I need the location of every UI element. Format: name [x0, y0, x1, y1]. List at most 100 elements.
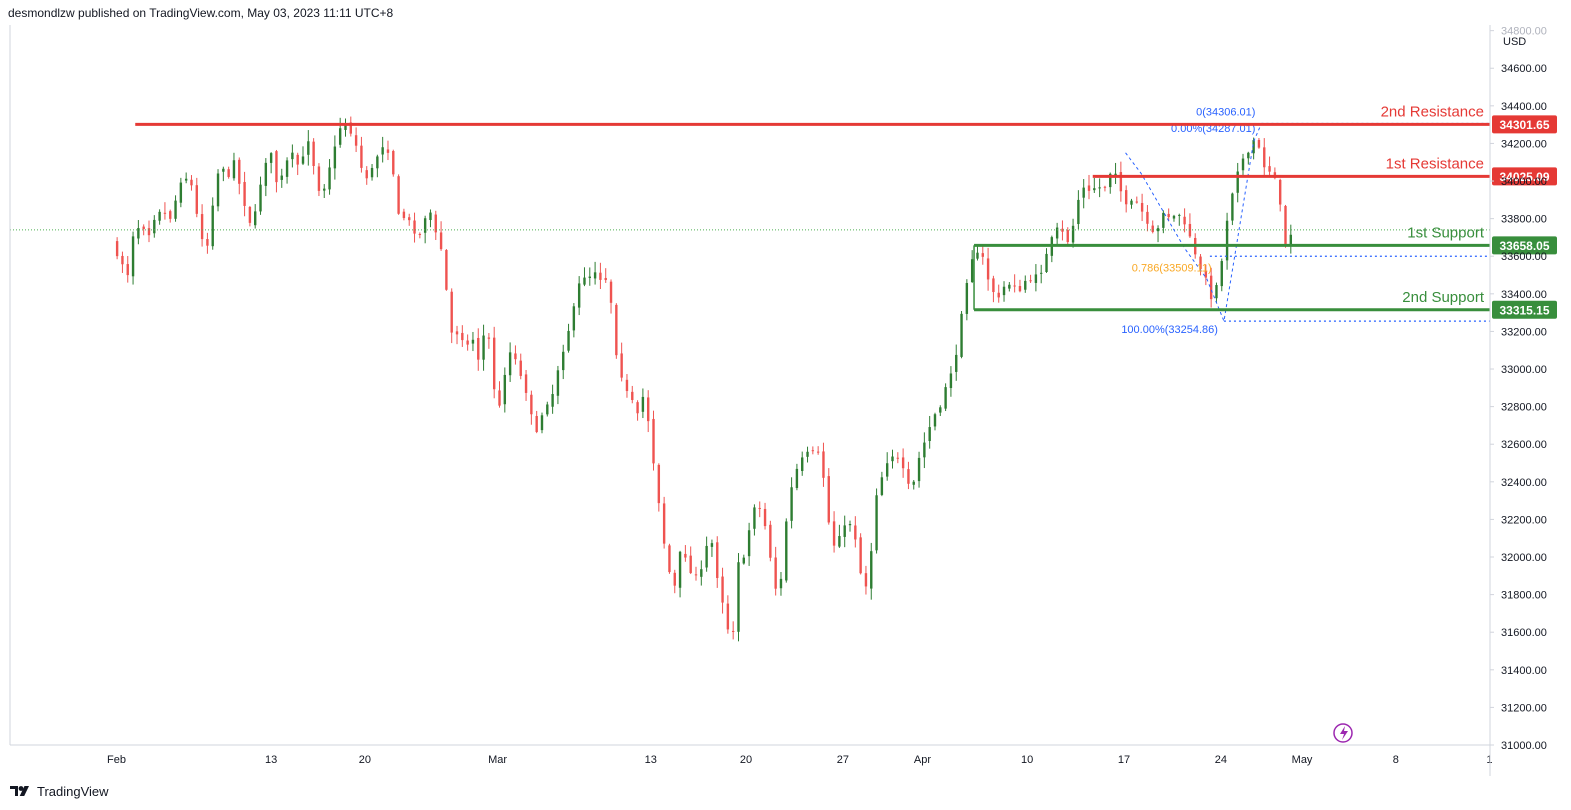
- candle-body[interactable]: [615, 304, 618, 356]
- candle-body[interactable]: [477, 337, 480, 360]
- candle-body[interactable]: [1252, 140, 1255, 154]
- candle-body[interactable]: [769, 524, 772, 558]
- candle-body[interactable]: [126, 264, 129, 276]
- candle-body[interactable]: [147, 228, 151, 236]
- candle-body[interactable]: [593, 272, 597, 279]
- candle-body[interactable]: [976, 252, 979, 259]
- candle-body[interactable]: [1140, 202, 1144, 212]
- candle-body[interactable]: [1231, 193, 1234, 221]
- candle-body[interactable]: [1151, 225, 1154, 232]
- candle-body[interactable]: [238, 159, 241, 184]
- candle-body[interactable]: [1061, 228, 1064, 232]
- candle-body[interactable]: [832, 521, 836, 546]
- candle-body[interactable]: [471, 339, 475, 344]
- candle-body[interactable]: [577, 283, 581, 308]
- candle-body[interactable]: [1220, 261, 1223, 287]
- candle-body[interactable]: [1204, 270, 1208, 278]
- candle-body[interactable]: [227, 169, 230, 177]
- candlestick-chart[interactable]: 0(34306.01) 0.00%(34287.01) 0.786(33509.11…: [0, 0, 1571, 776]
- candle-body[interactable]: [689, 555, 692, 573]
- candle-body[interactable]: [551, 394, 554, 407]
- candle-body[interactable]: [1119, 172, 1123, 192]
- candle-body[interactable]: [928, 427, 931, 442]
- candle-body[interactable]: [439, 232, 443, 250]
- candle-body[interactable]: [1135, 201, 1138, 203]
- candle-body[interactable]: [960, 313, 963, 357]
- candle-body[interactable]: [970, 259, 974, 283]
- candle-body[interactable]: [684, 553, 687, 558]
- candle-body[interactable]: [758, 507, 761, 509]
- candle-body[interactable]: [259, 184, 262, 212]
- candle-body[interactable]: [461, 332, 464, 341]
- candle-body[interactable]: [179, 182, 183, 203]
- candle-body[interactable]: [275, 151, 278, 183]
- candle-body[interactable]: [466, 340, 469, 345]
- candle-body[interactable]: [795, 468, 799, 488]
- candle-body[interactable]: [1278, 179, 1282, 205]
- candle-body[interactable]: [482, 335, 485, 360]
- candle-body[interactable]: [731, 630, 735, 632]
- candle-body[interactable]: [142, 226, 145, 230]
- candle-body[interactable]: [774, 557, 777, 589]
- candle-body[interactable]: [880, 477, 884, 495]
- candle-body[interactable]: [222, 168, 225, 172]
- candle-body[interactable]: [620, 353, 623, 378]
- candle-body[interactable]: [254, 211, 257, 226]
- candle-body[interactable]: [423, 218, 427, 233]
- candle-body[interactable]: [747, 530, 751, 557]
- candle-body[interactable]: [1289, 234, 1293, 245]
- candle-body[interactable]: [492, 337, 496, 390]
- candle-body[interactable]: [1178, 214, 1181, 216]
- candle-body[interactable]: [386, 149, 390, 153]
- candle-body[interactable]: [535, 415, 538, 432]
- candle-body[interactable]: [1103, 186, 1107, 188]
- candle-body[interactable]: [588, 276, 591, 279]
- candle-body[interactable]: [625, 379, 629, 392]
- candle-body[interactable]: [1162, 212, 1165, 228]
- candle-body[interactable]: [429, 212, 432, 221]
- candle-body[interactable]: [264, 162, 268, 186]
- candle-body[interactable]: [418, 233, 422, 236]
- candle-body[interactable]: [1055, 227, 1059, 239]
- candle-body[interactable]: [885, 463, 889, 477]
- flash-icon[interactable]: [1333, 723, 1353, 743]
- candle-body[interactable]: [955, 354, 958, 372]
- candle-body[interactable]: [875, 495, 878, 551]
- candle-body[interactable]: [997, 292, 1000, 298]
- candle-body[interactable]: [1066, 230, 1069, 243]
- candle-body[interactable]: [694, 574, 698, 576]
- candle-body[interactable]: [641, 396, 645, 412]
- candle-body[interactable]: [131, 236, 135, 277]
- candle-body[interactable]: [487, 337, 491, 339]
- candle-body[interactable]: [917, 457, 921, 482]
- candle-body[interactable]: [280, 175, 283, 180]
- candle-body[interactable]: [153, 219, 156, 234]
- candle-body[interactable]: [269, 153, 273, 163]
- candle-body[interactable]: [700, 569, 703, 577]
- candle-body[interactable]: [1018, 286, 1022, 292]
- candle-body[interactable]: [1040, 272, 1043, 274]
- candle-body[interactable]: [1172, 215, 1176, 219]
- candle-body[interactable]: [206, 239, 209, 246]
- candle-body[interactable]: [1029, 280, 1032, 282]
- candle-body[interactable]: [1082, 187, 1085, 198]
- candle-body[interactable]: [567, 330, 570, 351]
- candle-body[interactable]: [434, 214, 437, 233]
- candle-body[interactable]: [779, 578, 783, 589]
- candle-body[interactable]: [562, 351, 565, 371]
- candle-body[interactable]: [365, 170, 368, 179]
- candle-body[interactable]: [360, 145, 363, 168]
- candle-body[interactable]: [668, 545, 671, 573]
- candle-body[interactable]: [455, 331, 459, 335]
- candle-body[interactable]: [753, 507, 756, 529]
- candle-body[interactable]: [1013, 285, 1016, 287]
- candle-body[interactable]: [843, 525, 846, 537]
- candle-body[interactable]: [158, 211, 161, 221]
- candle-body[interactable]: [498, 390, 501, 406]
- candle-body[interactable]: [864, 573, 868, 587]
- candle-body[interactable]: [408, 217, 411, 221]
- candle-body[interactable]: [721, 576, 724, 603]
- candle-body[interactable]: [896, 457, 900, 459]
- candle-body[interactable]: [163, 212, 167, 214]
- candle-body[interactable]: [1241, 158, 1245, 171]
